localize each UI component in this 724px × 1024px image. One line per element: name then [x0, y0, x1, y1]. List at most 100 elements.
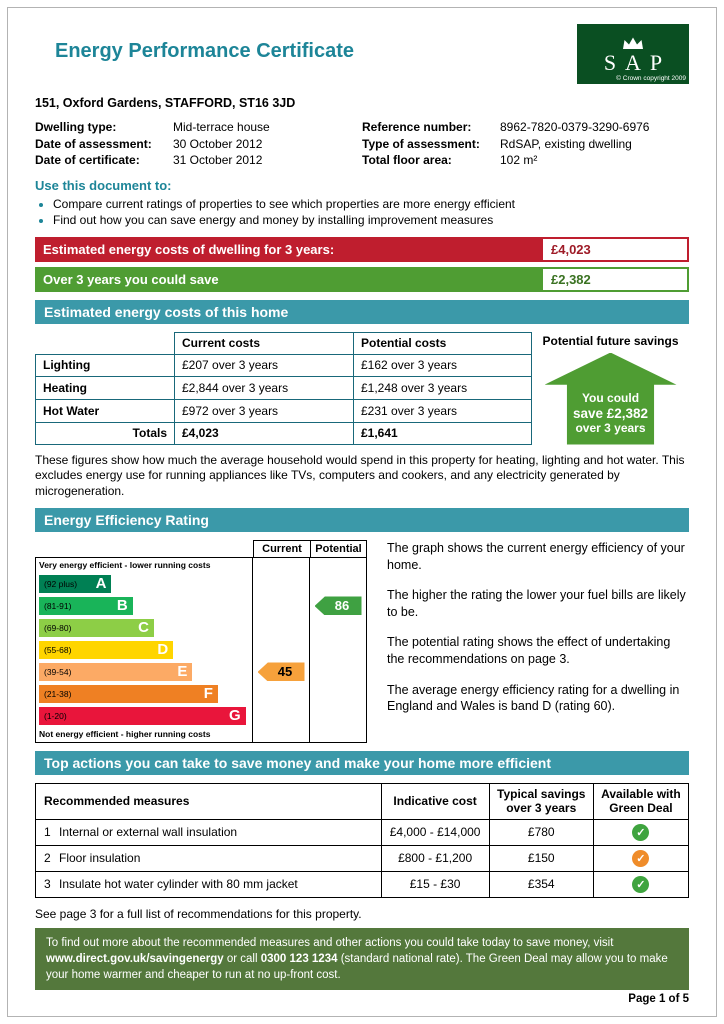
eer-band-row: (55-68) D: [36, 638, 366, 661]
cost-current-value: £972 over 3 years: [174, 398, 354, 423]
property-details-right: Reference number: 8962-7820-0379-3290-697…: [362, 119, 689, 169]
eer-band-range: (92 plus): [44, 578, 78, 589]
future-savings: Potential future savings You could save £…: [532, 332, 689, 445]
sap-logo: SAP © Crown copyright 2009: [577, 24, 689, 84]
detail-label: Total floor area:: [362, 153, 452, 167]
actions-header-row: Recommended measures Indicative cost Typ…: [35, 782, 690, 820]
estimated-costs-banner-label: Estimated energy costs of dwelling for 3…: [35, 236, 541, 262]
action-row: 2 Floor insulation £800 - £1,200 £150 ✓: [35, 844, 690, 872]
detail-value: 8962-7820-0379-3290-6976: [500, 120, 650, 134]
check-icon: ✓: [632, 823, 650, 841]
savings-callout-line: save £2,382: [572, 405, 649, 421]
sap-copyright: © Crown copyright 2009: [616, 75, 686, 82]
savings-callout-line: You could: [581, 390, 640, 405]
eer-band-area: (81-91) B: [36, 595, 252, 617]
estimated-costs-banner-value: £4,023: [541, 236, 689, 262]
action-number: 1: [44, 825, 51, 840]
detail-value: Mid-terrace house: [173, 120, 270, 134]
eer-chart: Current Potential Very energy efficient …: [35, 539, 367, 743]
eer-current-cell: [252, 616, 309, 639]
eer-band-area: (55-68) D: [36, 639, 252, 661]
use-document-heading: Use this document to:: [35, 177, 172, 193]
eer-potential-cell: 86: [309, 594, 366, 617]
savings-callout-line: over 3 years: [575, 420, 646, 435]
check-icon: ✓: [632, 849, 650, 867]
costs-section-heading: Estimated energy costs of this home: [35, 299, 689, 324]
eer-potential-cell: [309, 572, 366, 595]
future-savings-heading: Potential future savings: [542, 333, 679, 348]
eer-band-letter: E: [177, 662, 188, 680]
eer-band-area: (69-80) C: [36, 617, 252, 639]
eer-current-cell: 45: [252, 660, 309, 683]
action-green-deal: ✓: [592, 818, 690, 846]
eer-top-label-row: Very energy efficient - lower running co…: [36, 557, 366, 573]
eer-band-letter: F: [203, 684, 213, 702]
eer-band-range: (21-38): [44, 688, 72, 699]
detail-row: Dwelling type: Mid-terrace house: [35, 119, 362, 136]
detail-row: Reference number: 8962-7820-0379-3290-697…: [362, 119, 689, 136]
action-green-deal: ✓: [592, 870, 690, 898]
estimated-costs-banner: Estimated energy costs of dwelling for 3…: [35, 236, 689, 262]
bullet-item: Compare current ratings of properties to…: [53, 196, 689, 212]
footer-box-text: To find out more about the recommended m…: [46, 937, 668, 981]
eer-header-spacer: [35, 540, 253, 557]
property-details: Dwelling type: Mid-terrace house Date of a…: [35, 119, 689, 169]
eer-current-cell: [252, 682, 309, 705]
costs-row: Lighting £207 over 3 years £162 over 3 yea…: [35, 353, 532, 378]
eer-paragraphs: The graph shows the current energy effic…: [387, 540, 689, 743]
eer-cell: [252, 557, 309, 573]
actions-header-savings: Typical savings over 3 years: [488, 782, 594, 820]
cost-row-label: Hot Water: [35, 398, 175, 423]
costs-header-potential: Potential costs: [353, 331, 532, 355]
costs-totals-row: Totals £4,023 £1,641: [35, 421, 532, 445]
eer-paragraph: The potential rating shows the effect of…: [387, 635, 671, 667]
action-savings: £780: [488, 818, 594, 846]
savings-banner: Over 3 years you could save £2,382: [35, 266, 689, 292]
eer-potential-cell: [309, 704, 366, 727]
eer-paragraph: The graph shows the current energy effic…: [387, 540, 685, 572]
action-measure-text: Internal or external wall insulation: [59, 825, 238, 840]
savings-banner-label: Over 3 years you could save: [35, 266, 541, 292]
eer-section-heading: Energy Efficiency Rating: [35, 507, 689, 532]
see-more-note: See page 3 for a full list of recommenda…: [35, 906, 362, 921]
action-measure-text: Floor insulation: [59, 851, 141, 866]
eer-current-cell: [252, 572, 309, 595]
eer-bottom-label-row: Not energy efficient - higher running co…: [36, 726, 366, 742]
eer-band: (69-80) C: [39, 618, 155, 637]
eer-band-letter: A: [95, 574, 107, 592]
page-number: Page 1 of 5: [628, 993, 689, 1005]
costs-table-body: Lighting £207 over 3 years £162 over 3 yea…: [35, 353, 532, 423]
eer-section: Current Potential Very energy efficient …: [35, 539, 689, 743]
eer-potential-cell: [309, 638, 366, 661]
cost-potential-value: £162 over 3 years: [353, 353, 532, 378]
detail-row: Total floor area: 102 m²: [362, 152, 689, 169]
costs-footnote: These figures show how much the average …: [35, 452, 685, 499]
detail-row: Type of assessment: RdSAP, existing dwell…: [362, 136, 689, 153]
detail-label: Dwelling type:: [35, 120, 117, 134]
footer-text-part: or call: [223, 952, 261, 965]
eer-potential-column-header: Potential: [310, 539, 367, 557]
action-measure: 3 Insulate hot water cylinder with 80 mm …: [35, 870, 382, 898]
actions-header-green-deal: Available with Green Deal: [592, 782, 690, 820]
eer-chart-body: Very energy efficient - lower running co…: [35, 556, 367, 743]
detail-value: 102 m²: [500, 153, 538, 167]
page-title: Energy Performance Certificate: [55, 40, 355, 62]
action-cost: £15 - £30: [380, 870, 490, 898]
cost-potential-value: £231 over 3 years: [353, 398, 532, 423]
eer-band-letter: B: [116, 596, 128, 614]
action-savings: £150: [488, 844, 594, 872]
detail-label: Date of assessment:: [35, 136, 152, 151]
eer-band: (92 plus) A: [39, 574, 112, 593]
eer-current-marker: 45: [257, 662, 305, 682]
footer-text-part: To find out more about the recommended m…: [46, 936, 614, 949]
eer-band-area: (92 plus) A: [36, 573, 252, 595]
eer-bottom-label: Not energy efficient - higher running co…: [39, 729, 211, 740]
costs-table: Current costs Potential costs Lighting £2…: [35, 331, 532, 445]
eer-potential-cell: [309, 616, 366, 639]
footer-link[interactable]: www.direct.gov.uk/savingenergy: [46, 952, 224, 965]
eer-cell: [252, 726, 309, 742]
eer-band-row: (39-54) E 45: [36, 660, 366, 683]
property-address: 151, Oxford Gardens, STAFFORD, ST16 3JD: [35, 96, 296, 110]
eer-band-range: (1-20): [44, 710, 67, 721]
eer-band-letter: C: [138, 618, 150, 636]
